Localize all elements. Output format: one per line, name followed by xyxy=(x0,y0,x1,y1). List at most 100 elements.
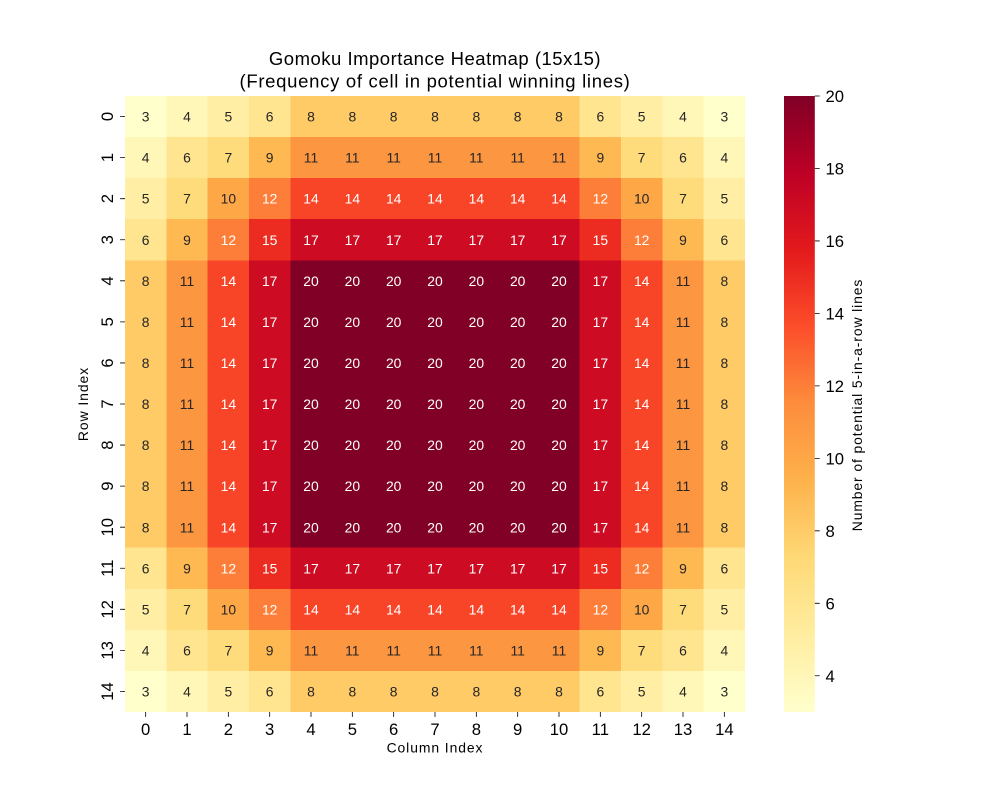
svg-text:14: 14 xyxy=(345,191,361,207)
svg-text:20: 20 xyxy=(510,519,526,535)
svg-text:(Frequency of cell in potentia: (Frequency of cell in potential winning … xyxy=(239,70,630,91)
svg-text:8: 8 xyxy=(142,519,150,535)
svg-text:8: 8 xyxy=(720,478,728,494)
svg-text:7: 7 xyxy=(183,191,191,207)
svg-text:20: 20 xyxy=(551,396,567,412)
svg-text:11: 11 xyxy=(180,355,195,371)
svg-text:15: 15 xyxy=(262,232,278,248)
svg-text:6: 6 xyxy=(183,150,191,166)
svg-text:7: 7 xyxy=(638,150,646,166)
svg-text:14: 14 xyxy=(427,191,443,207)
svg-text:14: 14 xyxy=(634,355,650,371)
svg-text:8: 8 xyxy=(514,109,522,125)
svg-text:20: 20 xyxy=(469,437,485,453)
svg-text:8: 8 xyxy=(307,684,315,700)
svg-text:12: 12 xyxy=(632,720,651,739)
svg-text:17: 17 xyxy=(262,478,278,494)
svg-text:11: 11 xyxy=(676,519,691,535)
svg-text:17: 17 xyxy=(593,478,609,494)
svg-text:20: 20 xyxy=(551,314,567,330)
svg-text:20: 20 xyxy=(345,478,361,494)
svg-text:0: 0 xyxy=(98,112,117,121)
svg-text:14: 14 xyxy=(221,396,237,412)
svg-text:11: 11 xyxy=(469,642,484,658)
svg-text:4: 4 xyxy=(720,642,728,658)
svg-text:12: 12 xyxy=(221,232,237,248)
svg-text:14: 14 xyxy=(386,601,402,617)
svg-text:8: 8 xyxy=(514,684,522,700)
svg-text:4: 4 xyxy=(142,642,150,658)
svg-text:3: 3 xyxy=(720,684,728,700)
svg-text:6: 6 xyxy=(183,642,191,658)
svg-text:10: 10 xyxy=(826,449,845,468)
svg-text:14: 14 xyxy=(715,720,734,739)
svg-text:14: 14 xyxy=(634,273,650,289)
svg-text:14: 14 xyxy=(551,191,567,207)
svg-text:8: 8 xyxy=(390,684,398,700)
svg-text:8: 8 xyxy=(720,519,728,535)
svg-text:14: 14 xyxy=(634,519,650,535)
svg-text:15: 15 xyxy=(593,232,609,248)
svg-text:7: 7 xyxy=(224,642,232,658)
svg-text:5: 5 xyxy=(638,684,646,700)
svg-text:6: 6 xyxy=(389,720,398,739)
svg-text:6: 6 xyxy=(596,684,604,700)
svg-text:6: 6 xyxy=(720,560,728,576)
svg-text:5: 5 xyxy=(142,191,150,207)
svg-text:Row Index: Row Index xyxy=(75,367,91,441)
svg-text:20: 20 xyxy=(345,273,361,289)
svg-text:20: 20 xyxy=(469,396,485,412)
svg-text:7: 7 xyxy=(679,601,687,617)
svg-text:11: 11 xyxy=(304,642,319,658)
svg-text:20: 20 xyxy=(551,273,567,289)
svg-text:20: 20 xyxy=(345,396,361,412)
svg-text:6: 6 xyxy=(826,594,835,613)
svg-text:9: 9 xyxy=(596,642,604,658)
svg-text:2: 2 xyxy=(98,194,117,203)
svg-text:11: 11 xyxy=(98,560,117,577)
svg-text:6: 6 xyxy=(266,684,274,700)
svg-text:8: 8 xyxy=(142,355,150,371)
svg-text:12: 12 xyxy=(593,191,609,207)
svg-text:2: 2 xyxy=(224,720,233,739)
svg-text:8: 8 xyxy=(826,522,835,541)
svg-text:20: 20 xyxy=(427,478,443,494)
svg-text:11: 11 xyxy=(592,720,609,739)
svg-text:17: 17 xyxy=(262,355,278,371)
svg-text:4: 4 xyxy=(183,684,191,700)
svg-text:14: 14 xyxy=(98,682,117,701)
svg-text:20: 20 xyxy=(510,437,526,453)
svg-text:6: 6 xyxy=(596,109,604,125)
svg-text:1: 1 xyxy=(98,153,117,162)
svg-text:17: 17 xyxy=(593,396,609,412)
svg-text:6: 6 xyxy=(679,150,687,166)
svg-text:20: 20 xyxy=(303,273,319,289)
svg-text:5: 5 xyxy=(142,601,150,617)
svg-text:17: 17 xyxy=(303,560,319,576)
svg-text:6: 6 xyxy=(266,109,274,125)
svg-text:17: 17 xyxy=(593,273,609,289)
svg-text:13: 13 xyxy=(98,641,117,660)
svg-text:14: 14 xyxy=(634,314,650,330)
svg-text:17: 17 xyxy=(262,437,278,453)
svg-text:14: 14 xyxy=(345,601,361,617)
svg-text:20: 20 xyxy=(551,478,567,494)
svg-text:20: 20 xyxy=(345,355,361,371)
svg-text:14: 14 xyxy=(551,601,567,617)
svg-text:4: 4 xyxy=(720,150,728,166)
svg-text:8: 8 xyxy=(142,314,150,330)
svg-text:20: 20 xyxy=(551,355,567,371)
svg-text:14: 14 xyxy=(469,191,485,207)
svg-text:10: 10 xyxy=(550,720,569,739)
svg-text:17: 17 xyxy=(262,273,278,289)
svg-text:Column Index: Column Index xyxy=(387,740,484,756)
svg-text:6: 6 xyxy=(98,358,117,367)
svg-text:17: 17 xyxy=(262,396,278,412)
svg-text:20: 20 xyxy=(303,437,319,453)
svg-text:8: 8 xyxy=(98,440,117,449)
svg-text:6: 6 xyxy=(720,232,728,248)
svg-text:8: 8 xyxy=(472,109,480,125)
svg-text:11: 11 xyxy=(386,150,401,166)
svg-text:20: 20 xyxy=(386,478,402,494)
svg-text:7: 7 xyxy=(638,642,646,658)
